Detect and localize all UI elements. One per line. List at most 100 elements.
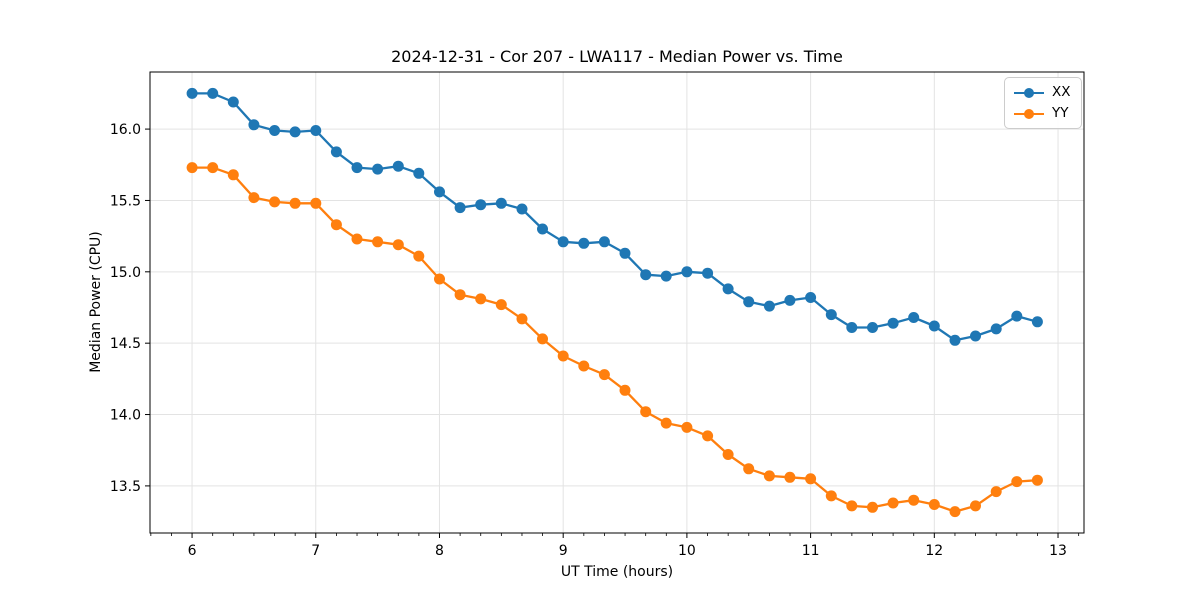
data-point-yy — [825, 490, 837, 502]
data-point-yy — [867, 501, 878, 513]
legend-marker-xx — [1014, 87, 1044, 98]
data-point-xx — [970, 330, 981, 342]
data-point-yy — [1011, 476, 1023, 488]
data-point-yy — [330, 219, 342, 231]
legend-label-yy: YY — [1052, 104, 1069, 121]
data-point-yy — [516, 313, 528, 325]
data-point-xx — [516, 203, 528, 215]
data-point-xx — [990, 323, 1002, 335]
data-point-xx — [908, 312, 920, 323]
x-tick-label: 8 — [435, 543, 444, 559]
y-tick-label: 13.5 — [110, 479, 141, 495]
data-point-xx — [1031, 316, 1043, 328]
data-point-yy — [475, 293, 487, 305]
data-point-xx — [248, 119, 260, 131]
data-point-yy — [351, 233, 363, 245]
data-point-yy — [578, 360, 590, 372]
data-point-xx — [743, 296, 755, 308]
x-tick-label: 6 — [188, 543, 197, 559]
data-point-yy — [908, 494, 920, 506]
data-point-yy — [413, 250, 425, 262]
data-point-yy — [289, 197, 301, 209]
data-point-xx — [949, 334, 961, 346]
data-point-yy — [722, 449, 734, 460]
data-point-xx — [475, 199, 487, 211]
data-point-yy — [434, 273, 445, 285]
data-point-xx — [640, 269, 652, 281]
data-point-xx — [681, 266, 693, 278]
data-point-xx — [867, 322, 878, 333]
y-tick-label: 14.5 — [110, 336, 141, 352]
data-point-xx — [289, 126, 301, 138]
legend-item-yy: YY — [1014, 105, 1071, 122]
plot-border — [149, 71, 1085, 534]
data-point-xx — [454, 202, 466, 214]
x-tick-label: 13 — [1049, 543, 1067, 559]
data-point-yy — [227, 169, 239, 181]
x-tick-label: 12 — [925, 543, 943, 559]
x-axis-label: UT Time (hours) — [560, 564, 674, 580]
data-point-yy — [970, 500, 981, 512]
data-point-xx — [392, 160, 404, 172]
data-point-xx — [227, 96, 239, 108]
legend-marker-yy — [1014, 108, 1044, 119]
data-point-xx — [928, 320, 940, 332]
data-point-xx — [434, 186, 445, 198]
data-point-xx — [413, 167, 425, 179]
data-point-yy — [186, 162, 198, 174]
data-point-xx — [578, 237, 590, 249]
data-point-xx — [598, 236, 610, 248]
data-point-yy — [598, 369, 610, 381]
data-point-yy — [495, 299, 507, 311]
data-point-yy — [640, 406, 652, 418]
data-point-xx — [310, 125, 322, 136]
legend-label-xx: XX — [1052, 83, 1071, 100]
data-point-xx — [207, 87, 219, 99]
data-point-yy — [763, 470, 775, 482]
data-point-yy — [784, 471, 796, 483]
data-point-xx — [269, 125, 281, 136]
data-point-yy — [454, 289, 466, 301]
data-point-yy — [372, 236, 384, 248]
data-point-xx — [186, 87, 198, 99]
y-tick-label: 15.5 — [110, 193, 141, 209]
data-point-yy — [805, 473, 817, 485]
data-point-xx — [537, 223, 548, 235]
y-tick-label: 15.0 — [110, 265, 141, 281]
data-point-yy — [310, 197, 322, 209]
data-point-yy — [702, 430, 714, 442]
data-point-yy — [990, 486, 1002, 498]
data-point-xx — [619, 247, 631, 259]
data-point-xx — [722, 283, 734, 295]
data-point-yy — [846, 500, 858, 512]
data-point-yy — [928, 499, 940, 510]
x-tick-label: 10 — [678, 543, 696, 559]
data-point-yy — [392, 239, 404, 251]
data-point-xx — [702, 267, 714, 279]
x-tick-label: 9 — [559, 543, 568, 559]
x-tick-label: 7 — [311, 543, 320, 559]
data-point-yy — [1031, 474, 1043, 486]
data-point-yy — [660, 417, 672, 429]
series-line-yy — [190, 166, 1039, 513]
legend: XX YY — [1004, 77, 1082, 129]
y-axis-label: Median Power (CPU) — [88, 231, 104, 373]
data-point-yy — [619, 384, 631, 396]
data-point-xx — [825, 309, 837, 321]
data-point-xx — [660, 270, 672, 282]
data-point-yy — [743, 463, 755, 475]
y-tick-label: 14.0 — [110, 408, 141, 424]
data-point-yy — [557, 350, 569, 362]
data-point-yy — [537, 333, 548, 345]
legend-item-xx: XX — [1014, 84, 1071, 101]
data-point-yy — [248, 192, 260, 204]
data-point-xx — [763, 300, 775, 312]
data-point-xx — [1011, 310, 1023, 322]
data-point-xx — [805, 292, 817, 303]
data-point-xx — [557, 236, 569, 248]
data-point-yy — [207, 162, 219, 174]
data-point-xx — [372, 163, 384, 175]
data-point-yy — [681, 421, 693, 433]
